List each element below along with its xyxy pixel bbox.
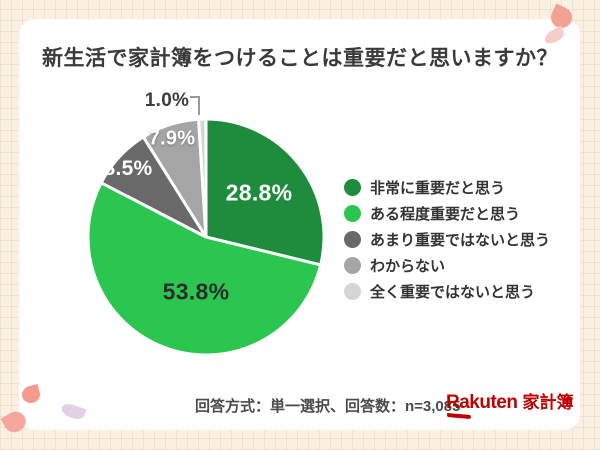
legend-item-2: あまり重要ではないと思う [344, 226, 550, 252]
legend-color-dot [344, 256, 361, 274]
legend-item-0: 非常に重要だと思う [344, 174, 550, 200]
legend-color-dot [344, 230, 361, 248]
pie-slice-label-2: 8.5% [103, 157, 153, 180]
pie-slice-label-1: 53.8% [162, 278, 230, 305]
legend-label: 全く重要ではないと思う [370, 283, 536, 301]
brand-logo: Rakuten 家計簿 [446, 388, 574, 419]
pie-slice-label-3: 7.9% [148, 127, 196, 150]
rakuten-text: Rakuten [446, 392, 518, 413]
pie-slice-label-4: 1.0% [144, 90, 190, 111]
legend-label: ある程度重要だと思う [370, 205, 521, 223]
pie-slice-label-0: 28.8% [225, 179, 293, 206]
rakuten-wordmark: Rakuten [446, 392, 518, 419]
pie-slice-0 [204, 117, 326, 267]
legend-item-3: わからない [344, 252, 550, 278]
pie-slice-1 [86, 181, 323, 357]
chart-title: 新生活で家計簿をつけることは重要だと思いますか？ [42, 47, 558, 70]
legend-label: わからない [370, 257, 446, 275]
legend-color-dot [344, 178, 361, 196]
legend-color-dot [344, 204, 361, 222]
legend: 非常に重要だと思う ある程度重要だと思うあまり重要ではないと思う わからない全く重要… [344, 174, 550, 304]
legend-label: あまり重要ではないと思う [370, 231, 551, 249]
legend-item-1: ある程度重要だと思う [344, 200, 550, 226]
pie-chart [86, 117, 326, 357]
brand-product-name: 家計簿 [522, 393, 574, 412]
legend-item-4: 全く重要ではないと思う [344, 278, 550, 304]
legend-label: 非常に重要だと思う [370, 179, 506, 197]
callout-leader-line [190, 96, 200, 115]
survey-note: 回答方式：単一選択、回答数：n=3,085 [195, 398, 461, 415]
pie-slice-4 [197, 117, 208, 239]
legend-color-dot [344, 282, 361, 300]
